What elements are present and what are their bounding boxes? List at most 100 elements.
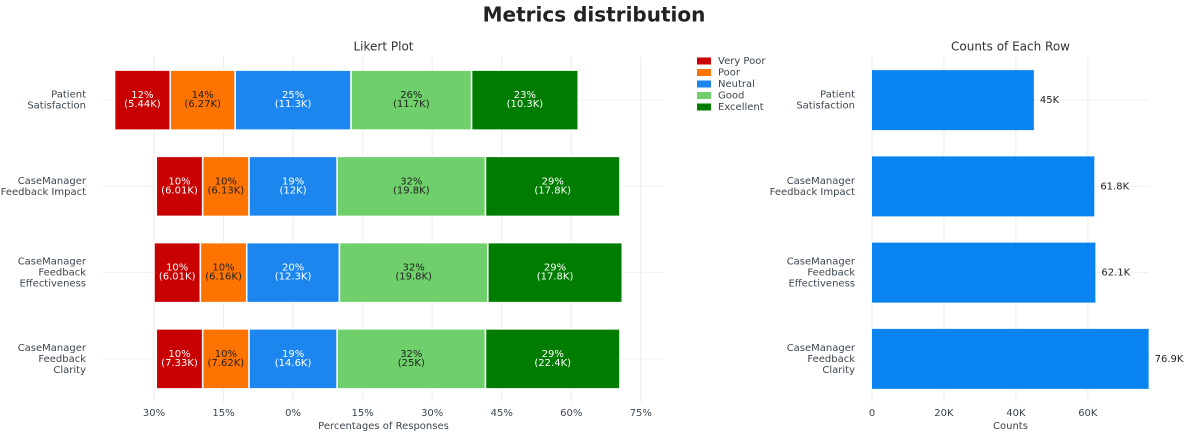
segment-percent-label: 23% — [514, 90, 536, 101]
segment-count-label: (12.3K) — [275, 272, 312, 283]
subplot-title: Likert Plot — [354, 40, 414, 54]
segment-percent-label: 19% — [282, 349, 304, 360]
likert-segment — [201, 155, 250, 218]
legend-label: Excellent — [718, 102, 764, 113]
x-axis-title: Counts — [993, 421, 1028, 432]
segment-percent-label: 19% — [282, 176, 304, 187]
likert-segment — [153, 241, 202, 304]
figure-title: Metrics distribution — [483, 3, 706, 27]
likert-segment — [201, 328, 250, 390]
likert-segment — [338, 241, 489, 304]
likert-segment — [487, 241, 624, 304]
bar-value-label: 76.9K — [1155, 354, 1184, 365]
y-tick-label: CaseManager Feedback Impact — [770, 176, 856, 198]
segment-count-label: (5.44K) — [124, 99, 161, 110]
segment-percent-label: 32% — [400, 176, 422, 187]
y-tick-label: CaseManager Feedback Effectiveness — [18, 257, 87, 290]
segment-percent-label: 25% — [282, 90, 304, 101]
likert-segment — [470, 69, 579, 131]
segment-percent-label: 26% — [400, 90, 422, 101]
segment-count-label: (11.3K) — [275, 99, 312, 110]
x-tick-label: 0 — [869, 408, 875, 419]
segment-percent-label: 12% — [131, 90, 153, 101]
segment-percent-label: 10% — [166, 263, 188, 274]
segment-percent-label: 14% — [192, 90, 214, 101]
likert-segment — [245, 241, 341, 304]
segment-percent-label: 29% — [542, 176, 564, 187]
x-tick-label: 30% — [421, 408, 443, 419]
legend-label: Good — [718, 91, 744, 102]
segment-count-label: (6.27K) — [184, 99, 221, 110]
segment-percent-label: 32% — [400, 349, 422, 360]
legend-swatch — [697, 92, 711, 99]
likert-segment — [155, 328, 204, 390]
x-tick-label: 15% — [352, 408, 374, 419]
segment-count-label: (19.8K) — [395, 272, 432, 283]
legend-swatch — [697, 80, 711, 88]
x-tick-label: 0% — [285, 408, 301, 419]
x-axis-title: Percentages of Responses — [318, 421, 449, 432]
segment-count-label: (14.6K) — [275, 358, 312, 369]
bar-value-label: 45K — [1040, 95, 1060, 106]
segment-percent-label: 10% — [215, 349, 237, 360]
segment-percent-label: 10% — [168, 349, 190, 360]
segment-percent-label: 10% — [215, 176, 237, 187]
segment-percent-label: 10% — [168, 176, 190, 187]
legend-swatch — [697, 57, 711, 65]
segment-count-label: (7.62K) — [208, 358, 245, 369]
likert-segment — [336, 328, 487, 390]
likert-segment — [199, 241, 248, 304]
bar — [872, 328, 1149, 389]
segment-count-label: (17.8K) — [537, 272, 574, 283]
legend-label: Poor — [718, 68, 741, 79]
segment-percent-label: 10% — [212, 263, 234, 274]
likert-segment — [234, 69, 352, 131]
subplot-title: Counts of Each Row — [951, 40, 1070, 54]
segment-percent-label: 29% — [544, 263, 566, 274]
y-tick-label: CaseManager Feedback Effectiveness — [787, 257, 856, 290]
x-tick-label: 75% — [630, 408, 652, 419]
segment-percent-label: 32% — [403, 263, 425, 274]
likert-segment — [484, 155, 621, 218]
x-tick-label: 15% — [212, 408, 234, 419]
segment-count-label: (12K) — [280, 185, 307, 196]
bar — [872, 242, 1096, 303]
bar-value-label: 61.8K — [1100, 181, 1129, 192]
segment-count-label: (7.33K) — [161, 358, 198, 369]
likert-segment — [484, 328, 621, 390]
legend-label: Neutral — [718, 79, 755, 90]
segment-count-label: (6.13K) — [208, 185, 245, 196]
likert-segment — [113, 69, 171, 131]
segment-count-label: (22.4K) — [534, 358, 571, 369]
bar-value-label: 62.1K — [1101, 268, 1130, 279]
segment-count-label: (19.8K) — [393, 185, 430, 196]
x-tick-label: 20K — [934, 408, 954, 419]
y-tick-label: Patient Satisfaction — [796, 90, 855, 112]
y-tick-label: CaseManager Feedback Clarity — [787, 343, 856, 376]
x-tick-label: 60K — [1078, 408, 1098, 419]
segment-count-label: (10.3K) — [507, 99, 544, 110]
likert-segment — [248, 155, 338, 218]
y-tick-label: Patient Satisfaction — [27, 90, 86, 112]
segment-count-label: (17.8K) — [534, 185, 571, 196]
bar — [872, 70, 1034, 131]
x-tick-label: 60% — [560, 408, 582, 419]
segment-count-label: (25K) — [398, 358, 425, 369]
segment-count-label: (6.16K) — [205, 272, 242, 283]
segment-percent-label: 29% — [542, 349, 564, 360]
segment-count-label: (6.01K) — [159, 272, 196, 283]
legend-swatch — [697, 103, 711, 111]
segment-count-label: (11.7K) — [393, 99, 430, 110]
legend-swatch — [697, 69, 711, 76]
segment-percent-label: 20% — [282, 263, 304, 274]
bar — [872, 156, 1095, 217]
legend-label: Very Poor — [718, 56, 766, 67]
x-tick-label: 30% — [143, 408, 165, 419]
x-tick-label: 45% — [491, 408, 513, 419]
y-tick-label: CaseManager Feedback Impact — [1, 176, 87, 198]
x-tick-label: 40K — [1006, 408, 1026, 419]
segment-count-label: (6.01K) — [161, 185, 198, 196]
likert-segment — [336, 155, 487, 218]
likert-segment — [350, 69, 473, 131]
